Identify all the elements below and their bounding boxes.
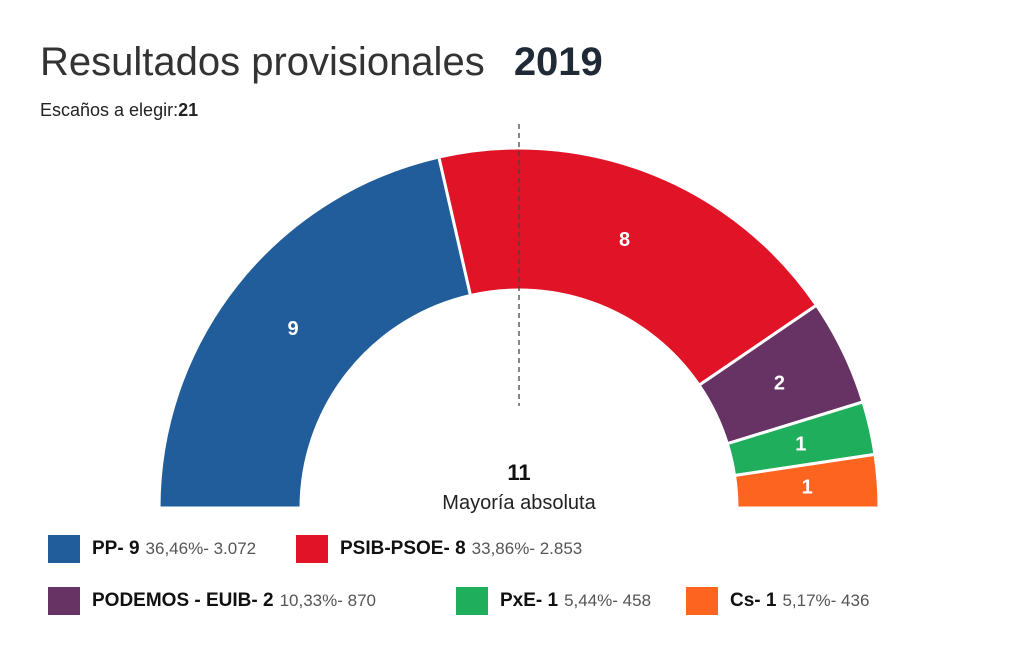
majority-label: Mayoría absoluta xyxy=(442,492,596,514)
segment-label-podemos-euib: 2 xyxy=(774,373,785,395)
segment-psib-psoe xyxy=(437,146,819,388)
segment-pp xyxy=(157,155,473,510)
title-text: Resultados provisionales xyxy=(40,40,485,84)
seats-value: 21 xyxy=(178,100,199,120)
segment-label-pp: 9 xyxy=(287,318,298,340)
seats-label: Escaños a elegir: xyxy=(40,100,179,120)
seats-to-elect: Escaños a elegir:21 xyxy=(40,100,198,121)
segment-label-pxe: 1 xyxy=(795,434,806,456)
segment-cs xyxy=(732,452,881,510)
title-year: 2019 xyxy=(513,40,603,84)
segment-label-cs: 1 xyxy=(802,476,813,498)
majority-value: 11 xyxy=(507,460,530,485)
chart-title: Resultados provisionales 2019 xyxy=(40,40,603,85)
segment-label-psib-psoe: 8 xyxy=(619,229,630,251)
